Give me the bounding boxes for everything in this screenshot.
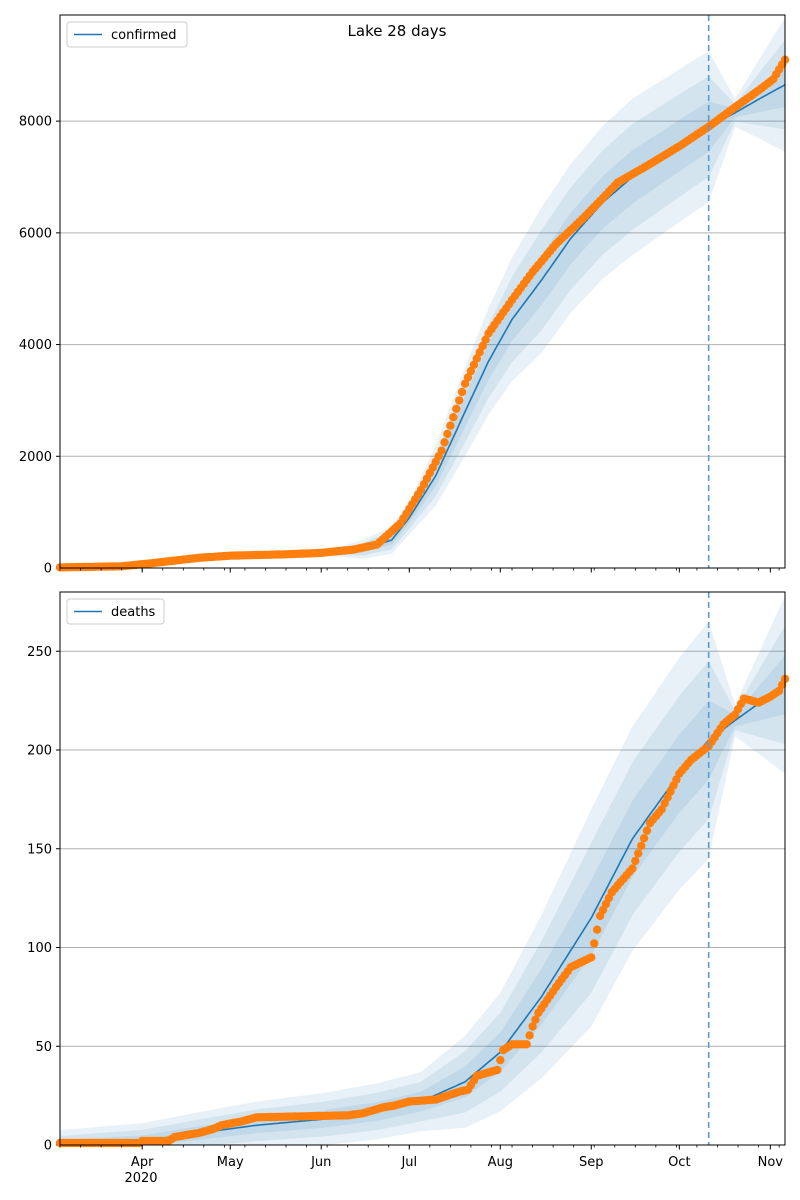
- x-tick-label: Aug: [488, 1155, 513, 1170]
- observed-point: [637, 841, 646, 850]
- observed-point: [587, 953, 596, 962]
- observed-point: [478, 341, 487, 351]
- observed-point: [493, 1065, 502, 1075]
- observed-point: [634, 849, 643, 858]
- legend-box: [66, 21, 188, 48]
- observed-point: [457, 387, 467, 397]
- confirmed-panel: 0 2000 4000 6000 8000 confirmed: [19, 14, 790, 577]
- observed-point: [592, 925, 602, 934]
- legend: deaths: [66, 598, 165, 625]
- observed-point: [440, 438, 449, 447]
- observed-point: [472, 354, 481, 363]
- x-tick-label: Nov: [758, 1155, 784, 1170]
- legend-label: confirmed: [111, 28, 177, 43]
- observed-point: [639, 834, 649, 843]
- legend-box: [66, 598, 165, 625]
- observed-point: [469, 360, 479, 369]
- x-tick-label: May: [217, 1155, 244, 1170]
- observed-point: [528, 1022, 537, 1031]
- observed-point: [443, 429, 452, 439]
- y-tick-label: 4000: [19, 338, 52, 353]
- band-inner: [60, 655, 785, 1145]
- observed-point: [437, 446, 446, 455]
- y-tick-label: 200: [27, 744, 52, 759]
- band-outer: [60, 595, 785, 1145]
- band-middle: [60, 625, 785, 1145]
- observed-point: [455, 396, 464, 405]
- observed-point: [496, 1055, 505, 1065]
- observed-point: [631, 856, 640, 866]
- y-tick-label: 0: [44, 562, 52, 577]
- observed-point: [446, 421, 455, 430]
- observed-point: [466, 366, 476, 376]
- observed-point: [460, 379, 470, 388]
- x-tick-label: Jul: [400, 1155, 417, 1170]
- y-tick-label: 0: [44, 1139, 52, 1154]
- y-tick-label: 100: [27, 941, 52, 956]
- observed-point: [449, 413, 458, 422]
- observed-point: [481, 335, 490, 344]
- x-tick-label: Oct: [668, 1155, 690, 1170]
- observed-point: [463, 373, 473, 382]
- observed-point: [531, 1015, 540, 1024]
- axes-frame: [59, 591, 786, 1146]
- observed-point: [525, 1031, 534, 1040]
- legend-label: deaths: [111, 605, 156, 620]
- y-tick-label: 250: [27, 645, 52, 660]
- band-outer: [60, 17, 785, 568]
- year-label: 2020: [124, 1171, 157, 1186]
- x-tick-label: Apr: [131, 1155, 154, 1170]
- x-tick-label: Sep: [579, 1155, 604, 1170]
- deaths-panel: 0 50 100 150 200 250 deaths: [27, 591, 790, 1154]
- band-middle: [60, 40, 785, 568]
- band-inner: [60, 62, 785, 568]
- x-tick-label: Jun: [310, 1155, 331, 1170]
- observed-point: [628, 864, 637, 873]
- y-tick-label: 6000: [19, 226, 52, 241]
- y-tick-label: 2000: [19, 450, 52, 465]
- figure-title: Lake 28 days: [348, 22, 447, 40]
- y-tick-label: 8000: [19, 115, 52, 130]
- observed-point: [522, 1040, 531, 1049]
- observed-point: [590, 939, 599, 948]
- y-tick-label: 50: [35, 1040, 52, 1055]
- y-tick-label: 150: [27, 842, 52, 857]
- observed-point: [452, 404, 461, 413]
- shared-x-axis: 2020 Apr May Jun Jul Aug Sep Oct Nov: [124, 1155, 783, 1186]
- legend: confirmed: [66, 21, 188, 48]
- observed-point: [642, 826, 652, 835]
- axes-frame: [59, 14, 786, 569]
